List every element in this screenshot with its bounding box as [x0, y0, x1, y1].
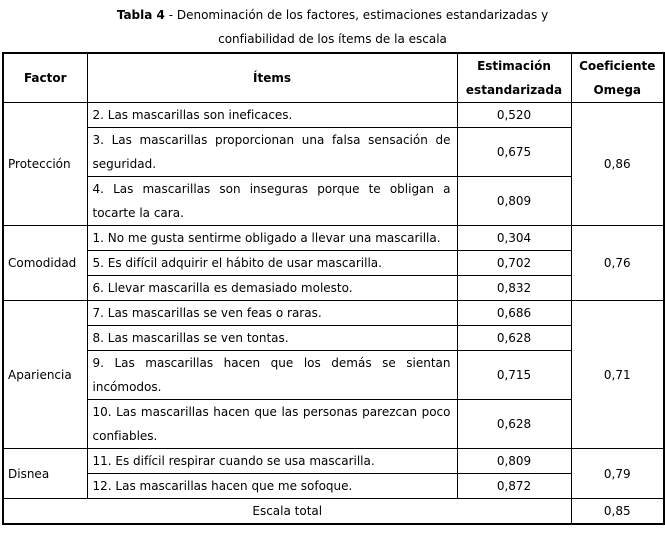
table-row: Protección 2. Las mascarillas son inefic… — [2, 102, 665, 226]
item-cell: 3. Las mascarillas proporcionan una fals… — [86, 127, 458, 177]
factor-cell-disnea: Disnea — [2, 448, 88, 499]
item-cell: 9. Las mascarillas hacen que los demás s… — [86, 350, 458, 400]
item-cell: 12. Las mascarillas hacen que me sofoque… — [86, 473, 458, 499]
table-row: 8. Las mascarillas se ven tontas. 0,628 — [3, 325, 664, 351]
caption-line1: - Denominación de los factores, estimaci… — [164, 8, 549, 22]
table-row: 9. Las mascarillas hacen que los demás s… — [3, 350, 664, 400]
item-cell: 11. Es difícil respirar cuando se usa ma… — [86, 448, 458, 474]
estimate-cell: 0,520 — [456, 102, 572, 128]
estimate-cell: 0,675 — [456, 127, 572, 177]
item-cell: 6. Llevar mascarilla es demasiado molest… — [86, 275, 458, 301]
omega-cell-disnea: 0,79 — [570, 448, 665, 499]
estimate-cell: 0,832 — [456, 275, 572, 301]
caption-line2: confiabilidad de los ítems de la escala — [218, 32, 447, 46]
col-header-items: Ítems — [86, 52, 458, 103]
item-cell: 2. Las mascarillas son ineficaces. — [86, 102, 458, 128]
estimate-cell: 0,702 — [456, 250, 572, 276]
table-row: 5. Es difícil adquirir el hábito de usar… — [3, 250, 664, 276]
omega-cell-comodidad: 0,76 — [570, 225, 665, 301]
item-cell: 10. Las mascarillas hacen que las person… — [86, 399, 458, 449]
table-row: 12. Las mascarillas hacen que me sofoque… — [3, 473, 664, 499]
estimate-cell: 0,628 — [456, 325, 572, 351]
table-row: 10. Las mascarillas hacen que las person… — [3, 399, 664, 449]
item-cell: 4. Las mascarillas son inseguras porque … — [86, 176, 458, 226]
estimate-cell: 0,715 — [456, 350, 572, 400]
table-row: 6. Llevar mascarilla es demasiado molest… — [3, 275, 664, 301]
item-cell: 7. Las mascarillas se ven feas o raras. — [86, 300, 458, 326]
factor-cell-comodidad: Comodidad — [2, 225, 88, 301]
table-row: 4. Las mascarillas son inseguras porque … — [3, 176, 664, 226]
omega-cell-apariencia: 0,71 — [570, 300, 665, 449]
table-row: 3. Las mascarillas proporcionan una fals… — [3, 127, 664, 177]
estimate-cell: 0,872 — [456, 473, 572, 499]
header-row: Factor Ítems Estimación estandarizada Co… — [2, 52, 665, 103]
omega-cell-proteccion: 0,86 — [570, 102, 665, 226]
estimate-cell: 0,686 — [456, 300, 572, 326]
factors-table: Factor Ítems Estimación estandarizada Co… — [2, 52, 665, 525]
total-row: Escala total 0,85 — [2, 498, 665, 525]
estimate-cell: 0,304 — [456, 225, 572, 251]
estimate-cell: 0,628 — [456, 399, 572, 449]
table-row: Apariencia 7. Las mascarillas se ven fea… — [2, 300, 665, 449]
total-label-cell: Escala total — [2, 498, 572, 525]
item-cell: 8. Las mascarillas se ven tontas. — [86, 325, 458, 351]
item-cell: 1. No me gusta sentirme obligado a lleva… — [86, 225, 458, 251]
col-header-estimacion: Estimación estandarizada — [456, 52, 572, 103]
factor-cell-proteccion: Protección — [2, 102, 88, 226]
table-row: Comodidad 1. No me gusta sentirme obliga… — [2, 225, 665, 301]
caption-table-number: Tabla 4 — [116, 8, 165, 22]
col-header-factor: Factor — [2, 52, 88, 103]
factor-cell-apariencia: Apariencia — [2, 300, 88, 449]
estimate-cell: 0,809 — [456, 176, 572, 226]
table-row: Disnea 11. Es difícil respirar cuando se… — [2, 448, 665, 499]
item-cell: 5. Es difícil adquirir el hábito de usar… — [86, 250, 458, 276]
total-omega-cell: 0,85 — [570, 498, 665, 525]
estimate-cell: 0,809 — [456, 448, 572, 474]
col-header-omega: Coeficiente Omega — [570, 52, 665, 103]
table-caption: Tabla 4 - Denominación de los factores, … — [0, 0, 665, 51]
